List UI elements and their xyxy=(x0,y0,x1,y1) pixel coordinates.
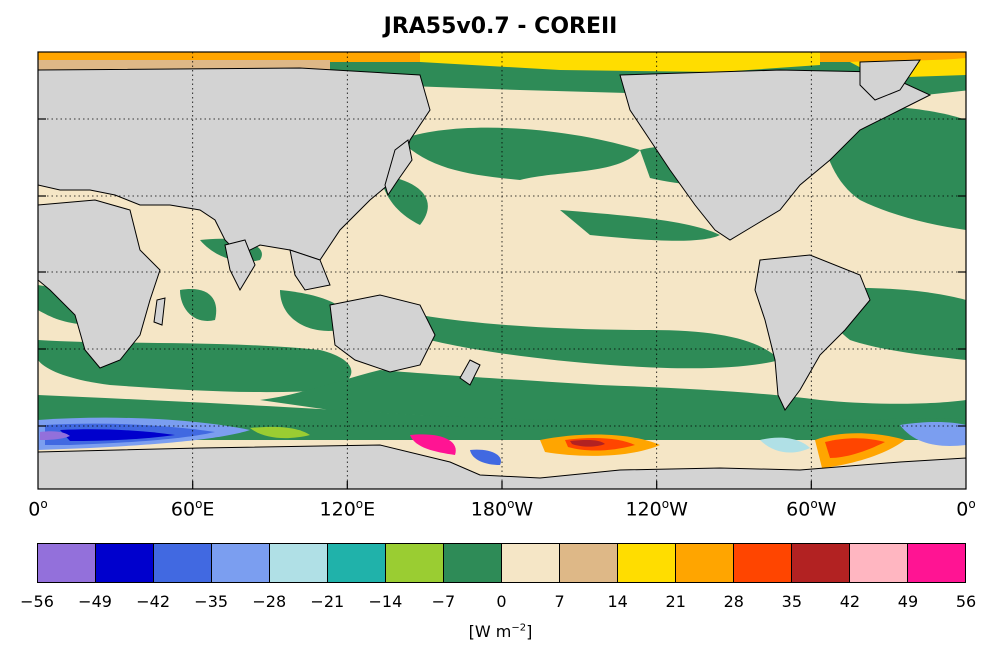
colorbar-swatch xyxy=(444,544,502,582)
colorbar-tick-label: −14 xyxy=(368,592,403,611)
longitude-degrees: 0 xyxy=(956,498,969,521)
colorbar-tick-label: 14 xyxy=(607,592,628,611)
map-field xyxy=(38,52,966,489)
map-title: JRA55v0.7 - COREII xyxy=(383,14,618,39)
colorbar-tick-label: −56 xyxy=(20,592,54,611)
colorbar-tick-label: 42 xyxy=(839,592,861,611)
degree-symbol: o xyxy=(661,497,670,511)
colorbar-swatch xyxy=(734,544,792,582)
colorbar-tick-label: 7 xyxy=(554,592,565,611)
degree-symbol: o xyxy=(968,497,976,511)
colorbar-swatch xyxy=(270,544,328,582)
land-masses xyxy=(38,59,966,489)
colorbar-swatch xyxy=(212,544,270,582)
degree-symbol: o xyxy=(507,497,515,511)
colorbar-tick-label: −42 xyxy=(136,592,171,611)
longitude-direction: W xyxy=(669,498,688,521)
southern-ocean-bands xyxy=(38,417,966,468)
degree-symbol: o xyxy=(355,497,364,511)
colorbar xyxy=(37,543,966,583)
longitude-degrees: 120 xyxy=(625,498,662,521)
colorbar-tick-label: 21 xyxy=(665,592,686,611)
units-exponent: −2 xyxy=(511,622,527,634)
longitude-degrees: 60 xyxy=(170,498,196,521)
colorbar-swatch xyxy=(908,544,965,582)
colorbar-tick-label: 28 xyxy=(723,592,744,611)
colorbar-tick-label: −49 xyxy=(78,592,112,611)
colorbar-swatch xyxy=(850,544,908,582)
colorbar-swatch xyxy=(38,544,96,582)
longitude-degrees: 120 xyxy=(319,498,356,521)
longitude-label: 120oW xyxy=(625,497,687,520)
colorbar-tick-label: 35 xyxy=(781,592,802,611)
longitude-label: 60oE xyxy=(171,497,215,520)
degree-symbol: o xyxy=(40,497,48,511)
longitude-direction: W xyxy=(817,498,837,521)
colorbar-swatch xyxy=(154,544,212,582)
degree-symbol: o xyxy=(810,497,818,511)
colorbar-tick-label: −21 xyxy=(310,592,345,611)
units-close: ] xyxy=(526,622,533,641)
colorbar-tick-label: −35 xyxy=(194,592,229,611)
longitude-label: 0o xyxy=(956,497,975,520)
degree-symbol: o xyxy=(195,497,203,511)
colorbar-units: [W m−2] xyxy=(0,622,1001,641)
colorbar-swatch xyxy=(328,544,386,582)
longitude-label: 120oE xyxy=(320,497,376,520)
longitude-direction: W xyxy=(514,498,534,521)
longitude-degrees: 0 xyxy=(28,498,41,521)
longitude-label: 60oW xyxy=(786,497,836,520)
colorbar-swatch xyxy=(560,544,618,582)
longitude-direction: E xyxy=(202,498,215,521)
gridlines xyxy=(38,52,966,489)
longitude-direction: E xyxy=(363,498,376,521)
map-frame xyxy=(37,51,967,490)
colorbar-swatch xyxy=(502,544,560,582)
global-map xyxy=(37,51,967,490)
colorbar-tick-label: −28 xyxy=(252,592,287,611)
colorbar-swatch xyxy=(386,544,444,582)
colorbar-tick-label: 56 xyxy=(955,592,977,611)
longitude-label: 0o xyxy=(28,497,47,520)
longitude-degrees: 60 xyxy=(786,498,811,521)
colorbar-swatch xyxy=(676,544,734,582)
longitude-degrees: 180 xyxy=(470,498,508,521)
colorbar-swatch xyxy=(792,544,850,582)
colorbar-tick-label: 0 xyxy=(496,592,507,611)
colorbar-tick-label: −7 xyxy=(431,592,456,611)
colorbar-swatch xyxy=(618,544,676,582)
units-base: [W m xyxy=(468,622,512,641)
colorbar-tick-label: 49 xyxy=(897,592,919,611)
colorbar-swatch xyxy=(96,544,154,582)
longitude-label: 180oW xyxy=(471,497,533,520)
